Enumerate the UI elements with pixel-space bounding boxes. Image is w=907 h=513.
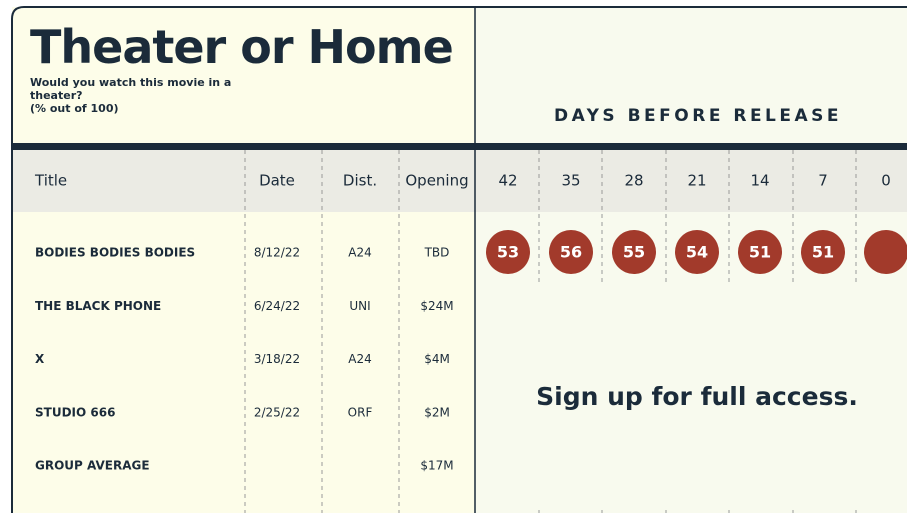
cell: STUDIO 666 xyxy=(35,405,115,419)
cell: BODIES BODIES BODIES xyxy=(35,246,195,260)
day-header: 14 xyxy=(750,172,769,190)
cell: 2/25/22 xyxy=(254,405,300,419)
score-badge xyxy=(675,230,719,274)
score: 53 xyxy=(497,243,519,262)
cell: UNI xyxy=(349,299,370,313)
cell: 3/18/22 xyxy=(254,352,300,366)
cell: THE BLACK PHONE xyxy=(35,299,161,313)
days-label: DAYS BEFORE RELEASE xyxy=(554,106,842,126)
column-header: Title xyxy=(34,172,67,190)
cell: $24M xyxy=(420,299,453,313)
column-header: Date xyxy=(259,172,295,190)
cell: ORF xyxy=(348,405,373,419)
header-row-bg xyxy=(12,150,907,212)
cell: A24 xyxy=(348,352,371,366)
cell: 8/12/22 xyxy=(254,246,300,260)
cell: GROUP AVERAGE xyxy=(35,459,150,473)
score: 54 xyxy=(686,243,708,262)
score-badge xyxy=(864,230,907,274)
day-header: 0 xyxy=(881,172,891,190)
cell: 6/24/22 xyxy=(254,299,300,313)
unit-text: (% out of 100) xyxy=(30,102,119,115)
day-header: 35 xyxy=(561,172,580,190)
day-header: 21 xyxy=(687,172,706,190)
score-badge xyxy=(549,230,593,274)
cell: A24 xyxy=(348,246,371,260)
score: 56 xyxy=(560,243,582,262)
score: 51 xyxy=(812,243,834,262)
column-header: Opening xyxy=(405,172,468,190)
score-badge xyxy=(486,230,530,274)
cell: TBD xyxy=(424,246,450,260)
cell: X xyxy=(35,352,45,366)
title: Theater or Home xyxy=(30,20,454,74)
cell: $17M xyxy=(420,459,453,473)
score-badge xyxy=(801,230,845,274)
day-header: 7 xyxy=(818,172,828,190)
left-bg xyxy=(12,7,475,513)
score: 55 xyxy=(623,243,645,262)
frame xyxy=(11,6,907,513)
overlay-bg xyxy=(477,284,907,506)
day-header: 28 xyxy=(624,172,643,190)
score: 51 xyxy=(749,243,771,262)
score-badge xyxy=(612,230,656,274)
subtitle-text: Would you watch this movie in a theater? xyxy=(30,76,232,102)
cell: $2M xyxy=(424,405,450,419)
column-header: Dist. xyxy=(343,172,377,190)
score-badge xyxy=(738,230,782,274)
cell: $4M xyxy=(424,352,450,366)
overlay-text: Sign up for full access. xyxy=(536,382,858,411)
day-header: 42 xyxy=(498,172,517,190)
subtitle: Would you watch this movie in a theater?… xyxy=(30,76,245,115)
header-band xyxy=(12,143,907,150)
